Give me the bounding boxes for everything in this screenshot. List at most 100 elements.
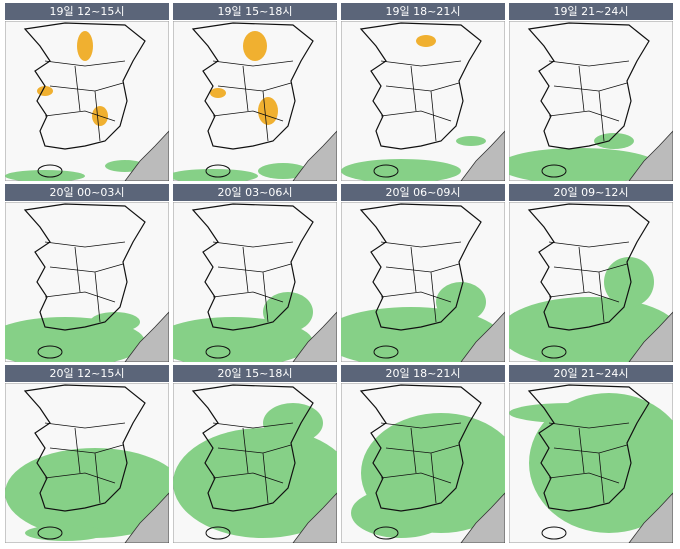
japan — [460, 311, 505, 362]
panel-header — [5, 365, 169, 382]
japan — [292, 492, 337, 543]
province-lines — [548, 60, 630, 142]
japan — [124, 130, 169, 181]
jeju — [541, 526, 567, 540]
japan — [124, 492, 169, 543]
precip-area — [5, 448, 169, 538]
jeju — [37, 164, 63, 178]
map-panel: 20일 09~12시 — [509, 184, 673, 362]
map — [173, 21, 337, 181]
map — [509, 21, 673, 181]
panel-title: 19일 21~24시 — [554, 4, 629, 18]
province-lines — [380, 241, 462, 323]
panel-header — [341, 184, 505, 201]
map-panel: 20일 06~09시 — [341, 184, 505, 362]
precip-area — [243, 31, 267, 61]
precip-area — [258, 163, 308, 179]
panel-title: 19일 18~21시 — [386, 4, 461, 18]
precip-area — [263, 292, 313, 332]
jeju — [37, 345, 63, 359]
japan — [124, 311, 169, 362]
jeju — [373, 164, 399, 178]
korea-outline — [191, 384, 314, 512]
precip-area — [25, 525, 105, 541]
panel-title: 20일 00~03시 — [50, 185, 125, 199]
jeju — [541, 345, 567, 359]
precip-area — [416, 35, 436, 47]
precip-area — [456, 136, 486, 146]
precip-area — [509, 297, 673, 362]
province-lines — [44, 422, 126, 504]
precip-area — [509, 148, 659, 181]
precip-area — [258, 97, 278, 125]
province-lines — [212, 60, 294, 142]
jeju — [37, 526, 63, 540]
province-lines — [380, 60, 462, 142]
map-panel: 20일 12~15시 — [5, 365, 169, 543]
japan — [460, 130, 505, 181]
panel-title: 19일 12~15시 — [50, 4, 125, 18]
panel-header — [509, 3, 673, 20]
japan — [292, 311, 337, 362]
jeju — [205, 526, 231, 540]
map-panel: 20일 03~06시 — [173, 184, 337, 362]
precip-area — [90, 312, 140, 332]
map — [341, 21, 505, 181]
korea-outline — [191, 22, 314, 150]
precip-area — [37, 86, 53, 96]
panel-header — [173, 3, 337, 20]
map-panel: 20일 18~21시 — [341, 365, 505, 543]
map — [341, 383, 505, 543]
province-lines — [44, 60, 126, 142]
precip-area — [77, 31, 93, 61]
province-lines — [548, 422, 630, 504]
panel-header — [341, 365, 505, 382]
japan — [292, 130, 337, 181]
korea-outline — [527, 22, 650, 150]
japan — [460, 492, 505, 543]
precip-area — [604, 257, 654, 307]
panel-header — [341, 3, 505, 20]
panel-title: 19일 15~18시 — [218, 4, 293, 18]
map — [341, 202, 505, 362]
map — [509, 202, 673, 362]
precip-area — [341, 159, 461, 181]
jeju — [373, 345, 399, 359]
jeju — [541, 164, 567, 178]
panel-title: 20일 09~12시 — [554, 185, 629, 199]
jeju — [205, 164, 231, 178]
map-panel: 19일 15~18시 — [173, 3, 337, 181]
map-panel: 20일 00~03시 — [5, 184, 169, 362]
map — [173, 202, 337, 362]
japan — [628, 492, 673, 543]
korea-outline — [527, 203, 650, 331]
map-panel: 20일 21~24시 — [509, 365, 673, 543]
map — [509, 383, 673, 543]
map — [5, 202, 169, 362]
panel-title: 20일 18~21시 — [386, 366, 461, 380]
japan — [628, 311, 673, 362]
korea-outline — [527, 384, 650, 512]
map-panel: 20일 15~18시 — [173, 365, 337, 543]
precip-area — [173, 169, 258, 181]
jeju — [373, 526, 399, 540]
province-lines — [212, 241, 294, 323]
korea-outline — [23, 22, 146, 150]
korea-outline — [23, 203, 146, 331]
precip-area — [509, 403, 629, 423]
korea-outline — [23, 384, 146, 512]
map-panel: 19일 21~24시 — [509, 3, 673, 181]
map-panel: 19일 12~15시 — [5, 3, 169, 181]
korea-outline — [359, 384, 482, 512]
precip-area — [351, 488, 451, 538]
panel-title: 20일 15~18시 — [218, 366, 293, 380]
japan — [628, 130, 673, 181]
province-lines — [548, 241, 630, 323]
precip-area — [173, 428, 337, 538]
panel-title: 20일 06~09시 — [386, 185, 461, 199]
panel-title: 20일 21~24시 — [554, 366, 629, 380]
panel-title: 20일 03~06시 — [218, 185, 293, 199]
precip-area — [436, 282, 486, 322]
